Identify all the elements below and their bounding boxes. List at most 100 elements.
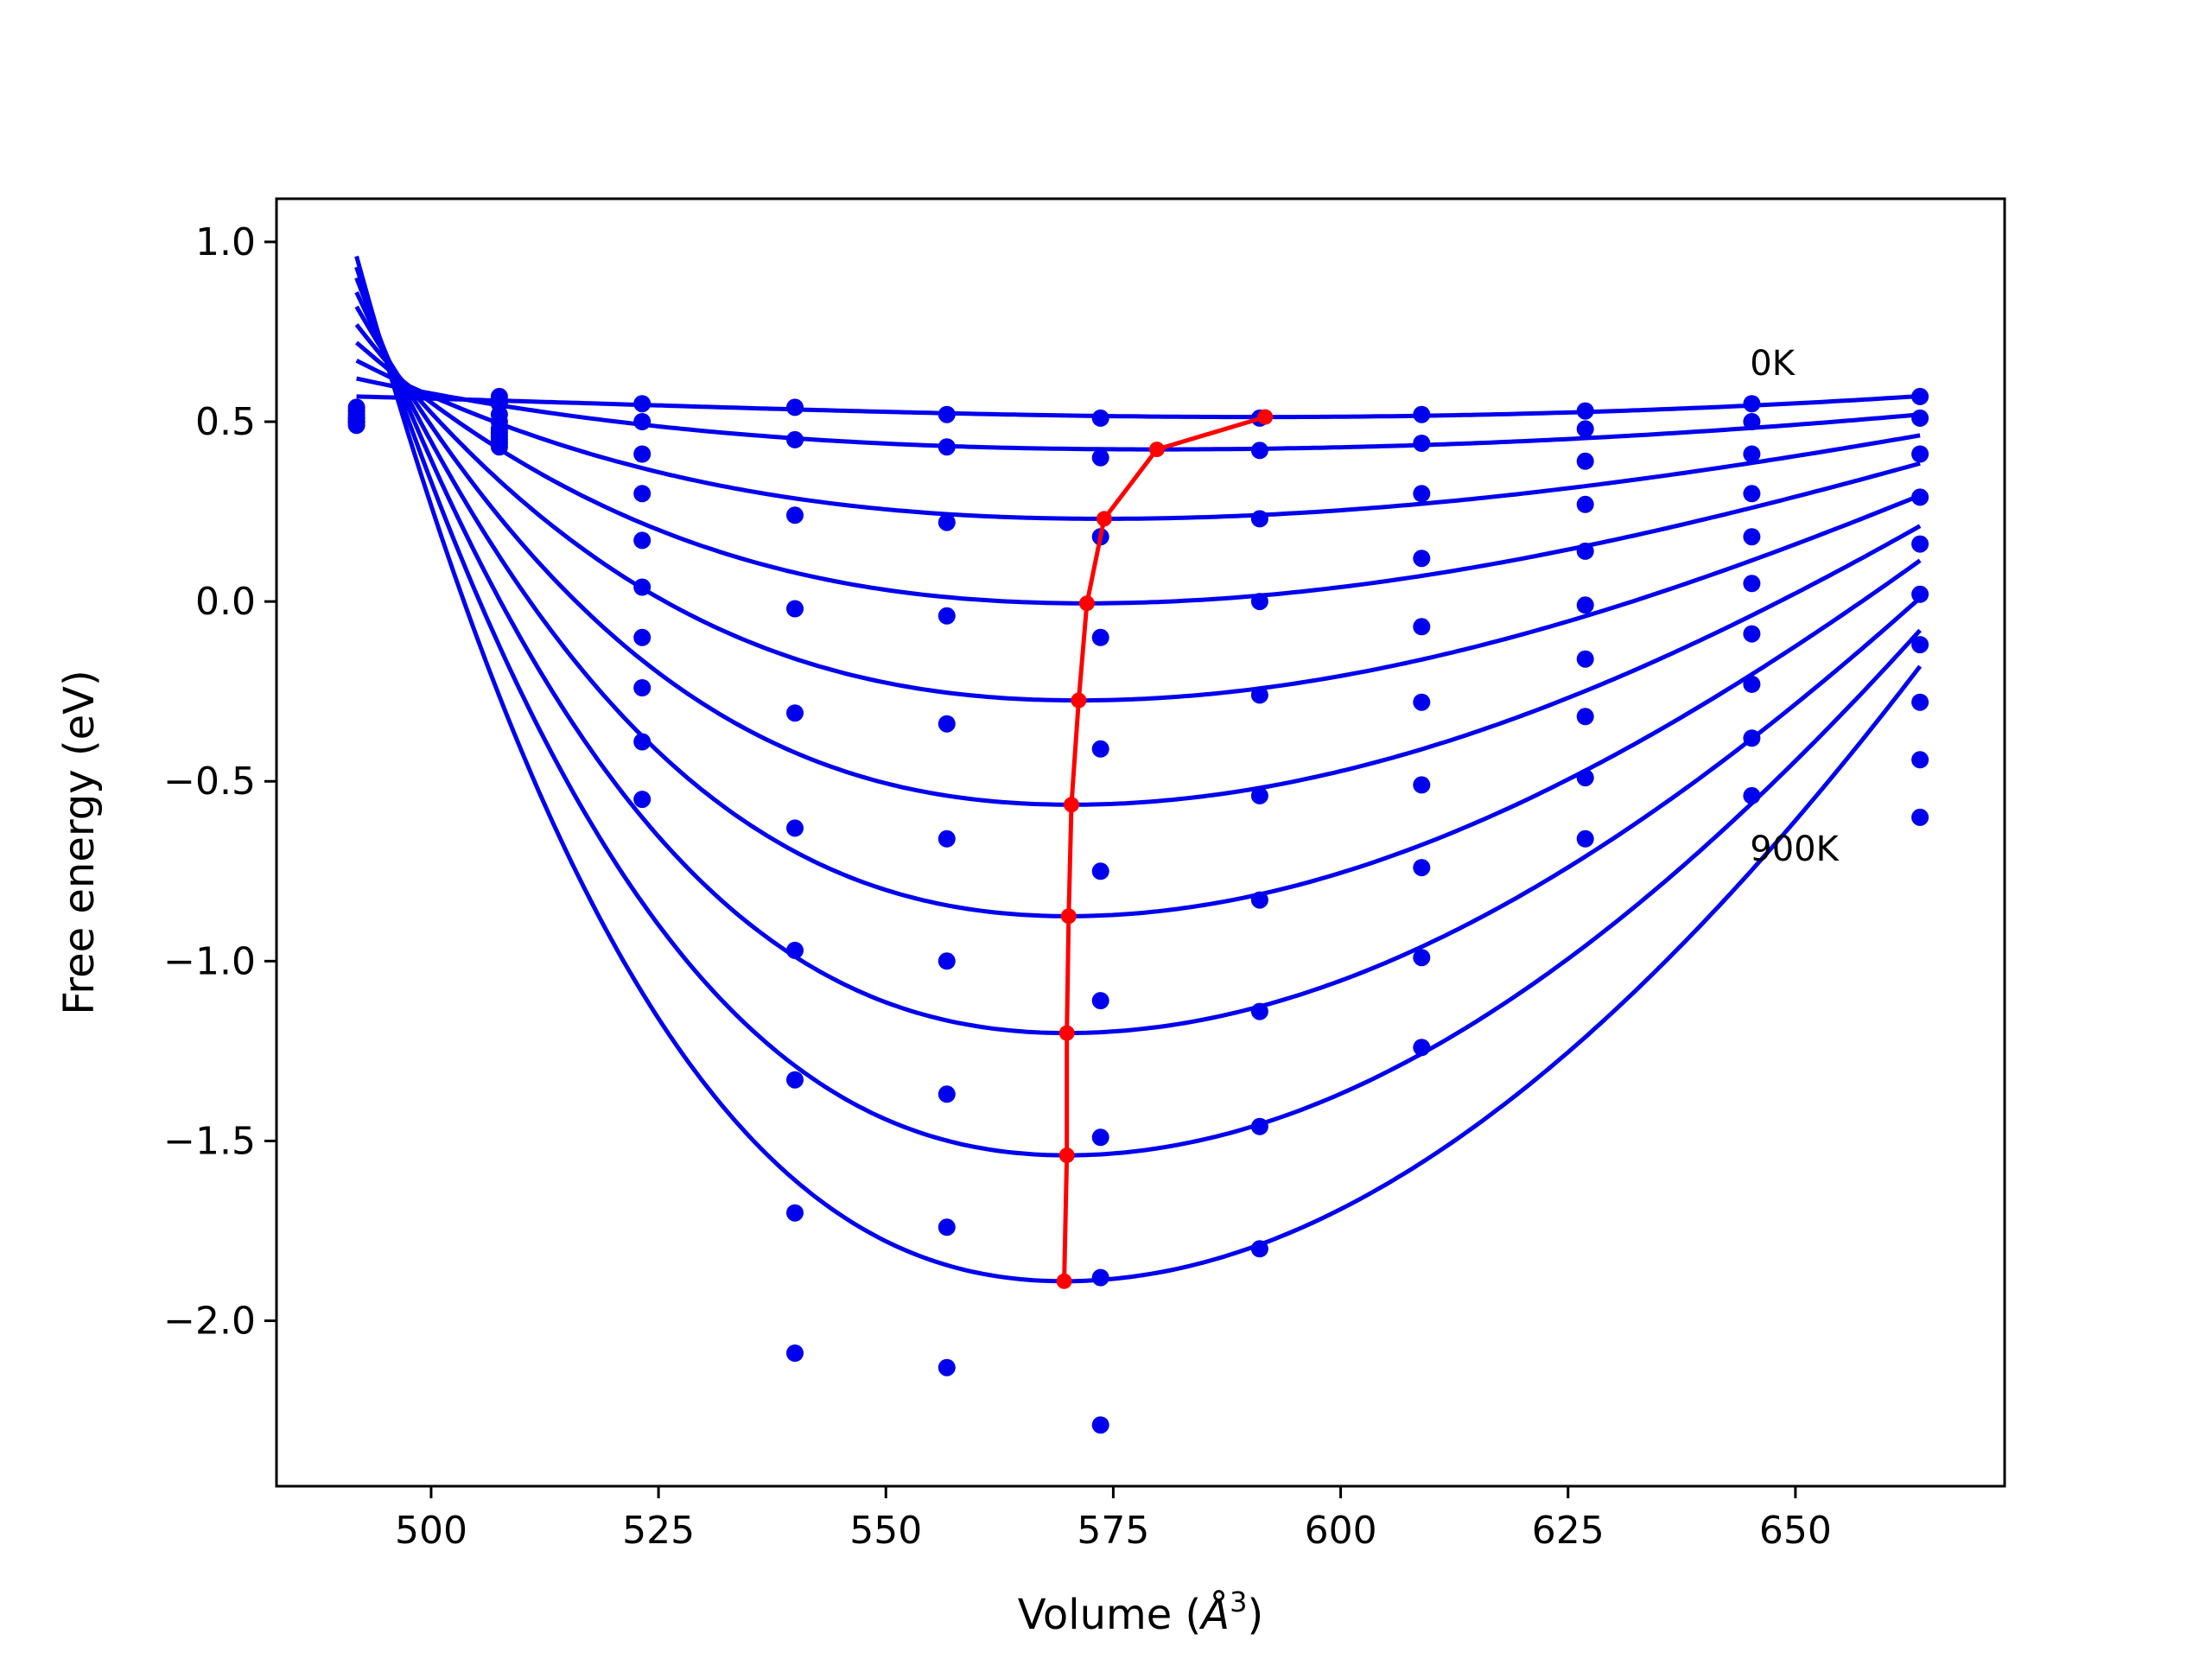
x-tick-label: 625 [1532, 1509, 1605, 1553]
data-point [1091, 862, 1109, 880]
fit-curve-1 [356, 394, 1921, 420]
x-tick-label: 650 [1759, 1509, 1832, 1553]
x-tick-label: 575 [1077, 1509, 1149, 1553]
y-tick-label: −1.5 [163, 1119, 256, 1163]
data-point [1413, 949, 1431, 967]
minimum-point [1064, 797, 1079, 813]
data-point [1911, 693, 1929, 711]
data-point [1091, 1268, 1109, 1287]
data-point [1250, 786, 1268, 804]
fit-curve-9 [354, 266, 1922, 1158]
curve-annotations: 0K 900K [1750, 344, 1840, 869]
data-point [786, 1344, 804, 1362]
y-tick-label: 0.5 [195, 400, 256, 444]
y-tick-label: 0.0 [195, 580, 256, 624]
x-axis-label: Volume (Å3) [1018, 1586, 1263, 1639]
data-point [1911, 751, 1929, 769]
data-point [786, 704, 804, 722]
minimum-point [1060, 908, 1077, 925]
data-point [786, 600, 804, 618]
data-point [786, 819, 804, 837]
fit-curve-7 [354, 291, 1922, 918]
data-point [1743, 675, 1761, 693]
x-tick-label: 550 [849, 1509, 922, 1553]
data-point [1413, 550, 1431, 568]
data-point [1743, 786, 1761, 804]
data-point [1413, 1039, 1431, 1057]
data-point [1091, 628, 1109, 646]
data-point [1413, 859, 1431, 877]
data-point [1250, 1117, 1268, 1135]
data-point [1250, 442, 1268, 460]
data-point [938, 1085, 956, 1103]
data-point [1576, 420, 1594, 438]
data-point [1743, 445, 1761, 463]
data-point [633, 791, 652, 809]
data-point [633, 679, 652, 696]
data-point [1091, 1128, 1109, 1147]
data-point [1911, 387, 1929, 405]
data-point [1576, 596, 1594, 614]
data-point [1576, 402, 1594, 420]
data-point [633, 413, 652, 430]
data-point [1091, 1416, 1109, 1434]
data-point [786, 941, 804, 959]
data-point [1250, 510, 1268, 528]
plot-frame [275, 197, 2006, 1488]
minimum-point [1257, 409, 1274, 425]
data-point [1743, 729, 1761, 747]
data-point [938, 830, 956, 848]
data-point [1413, 435, 1431, 452]
minimum-path [1056, 409, 1274, 1289]
fit-curve-6 [354, 305, 1922, 807]
y-tick-label: −0.5 [163, 760, 256, 804]
fit-curve-4 [354, 340, 1921, 606]
data-point [786, 506, 804, 524]
data-point [1091, 448, 1109, 467]
data-point [1413, 485, 1431, 503]
data-point [633, 395, 652, 413]
data-point [1743, 413, 1761, 430]
data-point [1576, 769, 1594, 787]
data-point [1250, 593, 1268, 611]
x-axis-ticks: 500 525 550 575 600 625 650 [395, 1486, 1832, 1553]
data-point [1413, 776, 1431, 794]
data-point [633, 733, 652, 751]
x-tick-label: 500 [395, 1509, 467, 1553]
data-point [1576, 708, 1594, 726]
data-point [347, 416, 365, 435]
data-point [1911, 585, 1929, 603]
data-point [938, 1358, 956, 1376]
minimum-point [1058, 1147, 1075, 1164]
x-tick-label: 525 [622, 1509, 695, 1553]
data-point [786, 398, 804, 416]
data-point [786, 1071, 804, 1089]
minimum-point [1078, 595, 1095, 612]
fit-curves [354, 255, 1923, 1284]
data-point [1743, 625, 1761, 643]
y-tick-label: −1.0 [163, 939, 256, 983]
data-point [938, 405, 956, 423]
data-point [1911, 409, 1929, 427]
x-axis-label-symbol: Å [1198, 1590, 1230, 1639]
data-point [633, 628, 652, 646]
data-point [1743, 395, 1761, 413]
data-point [633, 531, 652, 550]
minimum-point [1096, 511, 1112, 527]
data-point [938, 438, 956, 456]
x-axis-label-suffix: ) [1247, 1591, 1263, 1639]
y-tick-label: 1.0 [195, 220, 256, 264]
data-point [1576, 830, 1594, 848]
data-point [1576, 650, 1594, 668]
data-point [633, 445, 652, 463]
data-point [1413, 693, 1431, 711]
data-point [1743, 528, 1761, 546]
data-point [1091, 409, 1109, 427]
data-point [786, 430, 804, 448]
fit-curve-3 [355, 359, 1921, 521]
data-point [1743, 485, 1761, 503]
data-point [1911, 636, 1929, 654]
annotation-label: 0K [1750, 344, 1796, 384]
minimum-point [1148, 442, 1165, 458]
